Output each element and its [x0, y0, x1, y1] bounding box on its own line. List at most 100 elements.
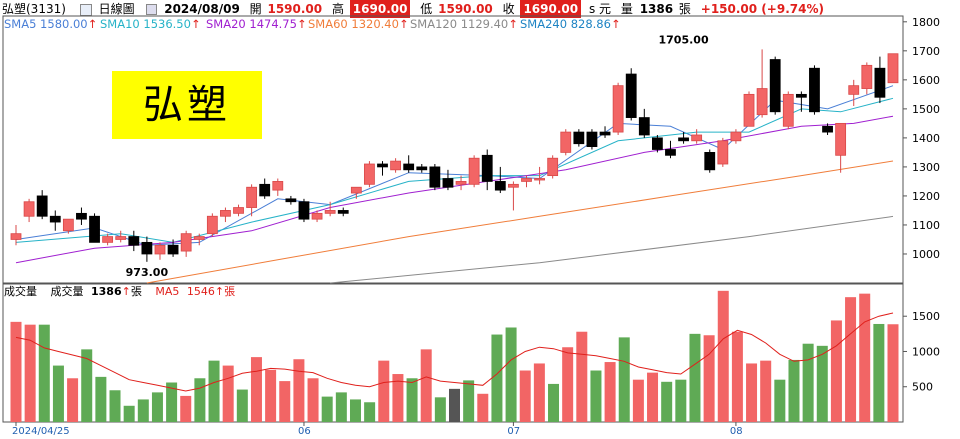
unit: s 元 [588, 2, 612, 16]
ma-legend-sma60: SMA60 1320.40↑ [308, 16, 409, 32]
candle-body [364, 163, 375, 185]
volume-bar [774, 379, 786, 422]
volume-bar [491, 334, 503, 422]
candlestick [115, 230, 127, 243]
ma-label: SMA10 1536.50 [100, 17, 191, 31]
candlestick [547, 155, 559, 179]
volume-bar [816, 345, 828, 422]
candlestick [704, 149, 716, 173]
candle-body [612, 85, 624, 133]
volume-bar [434, 397, 446, 422]
candle-body [573, 131, 585, 145]
chart-type-label: 日線圖 [98, 2, 135, 16]
candlestick [822, 123, 833, 135]
candlestick [508, 181, 519, 211]
candle-body [416, 166, 428, 171]
date-tick-label: 06 [298, 426, 311, 437]
candlestick [76, 207, 87, 225]
volume-bar [731, 331, 743, 422]
volume-bar [576, 331, 588, 422]
candle-body [651, 137, 663, 150]
candle-body [167, 244, 179, 255]
ma-legend-sma20: SMA20 1474.75↑ [206, 16, 307, 32]
candle-body [494, 181, 506, 191]
volume-bar [845, 297, 857, 422]
volume-bar [52, 365, 64, 422]
candlestick [102, 233, 114, 246]
volume-bar [859, 293, 871, 422]
candlestick [599, 126, 611, 138]
volume-bar [335, 392, 347, 422]
date: 2024/08/09 [164, 2, 240, 16]
up-arrow-icon: ↑ [610, 17, 621, 31]
candlestick [756, 49, 768, 118]
volume-bar [675, 379, 687, 422]
volume-bar [208, 360, 220, 422]
candle-body [298, 201, 310, 220]
candlestick [782, 91, 794, 130]
volume-legend: 成交量 成交量 1386↑張 MA5 1546↑張 [4, 284, 235, 300]
volume-bar [477, 393, 489, 422]
volume-bar [887, 324, 899, 422]
volume-bar [123, 405, 135, 422]
open-value: 1590.00 [267, 2, 323, 16]
ma5-legend-unit: 張 [224, 285, 236, 298]
candlestick [167, 239, 179, 257]
volume-bar [632, 379, 644, 422]
ma-label: SMA60 1320.40 [308, 17, 399, 31]
candlestick [403, 155, 415, 173]
candle-body [102, 236, 114, 243]
candle-body [390, 160, 401, 171]
candle-body [481, 154, 493, 182]
candle-body [442, 178, 454, 188]
candle-body [521, 178, 532, 182]
candle-body [141, 241, 153, 255]
volume-bar [533, 363, 545, 422]
candle-body [377, 163, 388, 168]
candlestick [455, 175, 467, 191]
ma-line-sma20 [15, 115, 894, 264]
candle-body [455, 181, 467, 185]
date-tick-label: 2024/04/25 [12, 426, 70, 437]
candle-body [887, 53, 899, 84]
open-label: 開 [249, 2, 262, 16]
candlestick [377, 161, 388, 176]
volume-bar [279, 381, 291, 422]
candlestick [350, 186, 362, 199]
low-value: 1590.00 [438, 2, 493, 16]
candle-body [403, 163, 415, 171]
candle-body [795, 93, 807, 98]
price-tick-label: 1600 [912, 74, 940, 87]
volume-bar [236, 389, 248, 422]
candle-body [638, 117, 650, 136]
high-value: 1690.00 [349, 0, 411, 18]
candlestick [651, 134, 663, 153]
candlestick [220, 207, 231, 223]
candlestick [809, 65, 820, 115]
price-tick-label: 1400 [912, 132, 940, 145]
volume-bar [449, 388, 460, 422]
candle-body [206, 215, 218, 235]
close-label: 收 [502, 2, 515, 16]
change-value: +150.00 (+9.74%) [700, 2, 824, 16]
candlestick [795, 91, 807, 112]
candlestick [835, 122, 847, 173]
volume-bar [689, 333, 701, 422]
volume-bar [109, 390, 121, 422]
candle-body [115, 236, 127, 240]
volume-bar [151, 392, 163, 422]
candlestick [638, 108, 650, 138]
volume-bar [293, 359, 305, 422]
candlestick [887, 53, 899, 84]
volume-bar [392, 374, 404, 422]
up-arrow-icon: ↑ [87, 17, 98, 31]
volume-bar [194, 378, 206, 422]
ma-label: SMA120 1129.40 [410, 17, 509, 31]
candlestick [141, 236, 153, 262]
candlestick [416, 164, 428, 173]
candle-body [691, 134, 703, 142]
candlestick [272, 178, 284, 196]
price-tick-label: 1700 [912, 45, 940, 58]
volume-unit: 張 [678, 2, 691, 16]
volume-tick-label: 1500 [912, 310, 940, 323]
